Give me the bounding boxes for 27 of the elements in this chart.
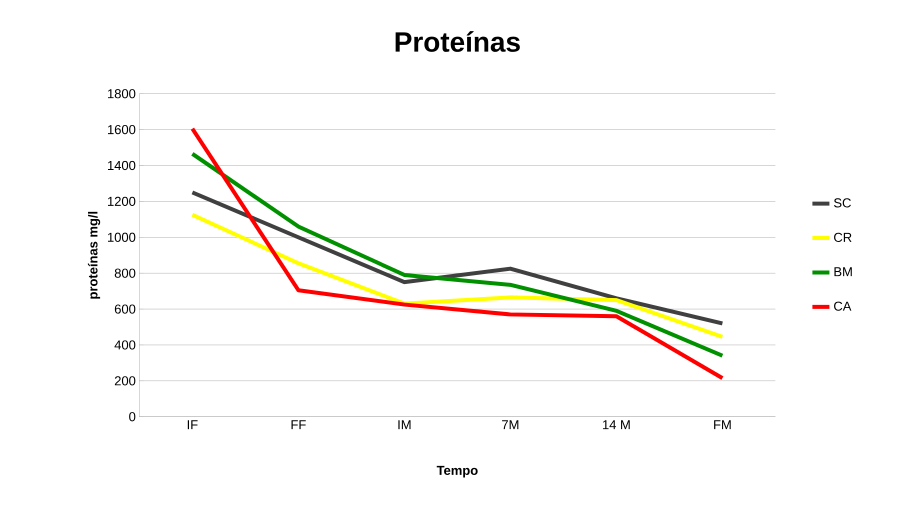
y-tick-label: 200 — [114, 376, 136, 386]
legend-label: BM — [834, 267, 852, 276]
line-series — [190, 190, 724, 326]
y-axis-title: proteínas mg/l — [88, 212, 100, 298]
x-tick-label: IF — [188, 420, 198, 429]
y-tick-label: 0 — [129, 412, 136, 422]
legend-label: CR — [834, 232, 852, 242]
x-tick-label: FM — [714, 420, 731, 429]
y-tick-label: 600 — [114, 304, 136, 314]
x-tick-label: 7M — [502, 420, 518, 429]
x-axis-title: Tempo — [436, 466, 478, 478]
y-tick-label: 800 — [114, 268, 136, 278]
x-tick-label: FF — [292, 420, 306, 429]
y-tick-label: 1400 — [108, 160, 136, 170]
line-series — [190, 126, 724, 380]
line-series — [190, 212, 724, 339]
y-tick-label: 1600 — [108, 124, 136, 134]
chart-title: Proteínas — [396, 30, 520, 52]
legend-label: CA — [834, 301, 852, 311]
y-tick-label: 1000 — [108, 232, 136, 242]
y-tick-label: 1800 — [108, 88, 136, 98]
x-tick-label: IM — [398, 420, 411, 429]
line-series — [190, 152, 724, 358]
x-tick-label: 14 M — [602, 420, 630, 429]
legend-label: SC — [834, 198, 851, 208]
y-tick-label: 1200 — [108, 196, 136, 206]
y-tick-label: 400 — [114, 340, 136, 350]
